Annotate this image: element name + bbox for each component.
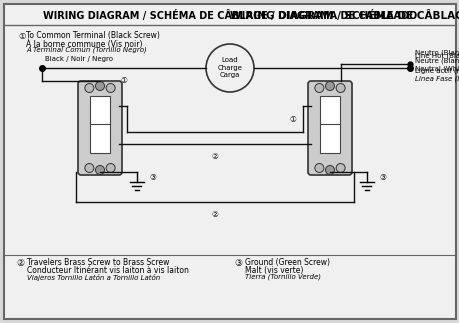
Text: Line Hot (Black): Line Hot (Black) (414, 53, 459, 59)
Text: Black / Noir / Negro: Black / Noir / Negro (45, 56, 113, 62)
Circle shape (314, 163, 323, 172)
Text: Neutre (Blanc): Neutre (Blanc) (414, 58, 459, 65)
Circle shape (84, 84, 94, 92)
Text: ①: ① (120, 76, 127, 85)
Text: ①: ① (289, 115, 296, 124)
FancyBboxPatch shape (308, 81, 351, 175)
FancyBboxPatch shape (319, 96, 340, 153)
Text: WIRING DIAGRAM / SCHÉMA DE CÂBLAGE / DIAGRAMA DE CABLEADO: WIRING DIAGRAM / SCHÉMA DE CÂBLAGE / DIA… (43, 9, 416, 20)
Text: WIRING DIAGRAM / SCHÉMA DE CÂBLAGE /: WIRING DIAGRAM / SCHÉMA DE CÂBLAGE / (230, 9, 459, 20)
Circle shape (84, 163, 94, 172)
Text: ②: ② (211, 152, 218, 161)
Text: Neutral (White): Neutral (White) (414, 66, 459, 72)
Text: Viajeros Tornillo Latón a Tornillo Latón: Viajeros Tornillo Latón a Tornillo Latón (27, 274, 160, 281)
Text: Malt (vis verte): Malt (vis verte) (245, 266, 303, 275)
Text: ②: ② (211, 210, 218, 219)
Text: Conducteur Itinérant vis laiton à vis laiton: Conducteur Itinérant vis laiton à vis la… (27, 266, 189, 275)
Circle shape (95, 81, 104, 90)
Circle shape (206, 44, 253, 92)
Circle shape (314, 84, 323, 92)
Text: Travelers Brass Screw to Brass Screw: Travelers Brass Screw to Brass Screw (27, 258, 169, 267)
Text: ③: ③ (234, 259, 241, 268)
Text: Neutro (Blanco): Neutro (Blanco) (414, 50, 459, 57)
Circle shape (106, 163, 115, 172)
Text: ③: ③ (149, 172, 156, 182)
FancyBboxPatch shape (78, 81, 122, 175)
Text: Linea Fase (Negro): Linea Fase (Negro) (414, 75, 459, 81)
Text: Ground (Green Screw): Ground (Green Screw) (245, 258, 329, 267)
Text: A Terminal Común (Tornillo Negro): A Terminal Común (Tornillo Negro) (26, 47, 146, 54)
Text: ②: ② (16, 259, 24, 268)
Circle shape (325, 81, 334, 90)
Circle shape (336, 84, 344, 92)
Circle shape (106, 84, 115, 92)
Text: To Common Terminal (Black Screw): To Common Terminal (Black Screw) (26, 31, 160, 40)
Text: ①: ① (18, 32, 25, 41)
Text: Tierra (Tornillo Verde): Tierra (Tornillo Verde) (245, 274, 320, 280)
Circle shape (95, 165, 104, 174)
Text: ③: ③ (378, 172, 385, 182)
Text: Ligne actif (noir): Ligne actif (noir) (414, 67, 459, 74)
FancyBboxPatch shape (4, 4, 455, 319)
Circle shape (325, 165, 334, 174)
Text: Load
Charge
Carga: Load Charge Carga (217, 57, 242, 78)
FancyBboxPatch shape (90, 96, 110, 153)
Text: À la borne commune (Vis noir): À la borne commune (Vis noir) (26, 39, 142, 48)
Circle shape (336, 163, 344, 172)
